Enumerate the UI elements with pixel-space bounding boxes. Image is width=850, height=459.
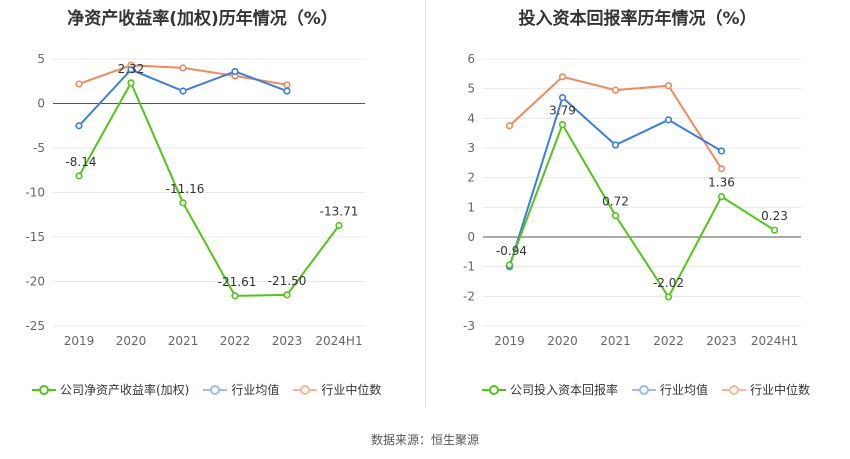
data-label: -8.14 (65, 155, 96, 169)
data-point (558, 93, 567, 102)
y-tick-label: 4 (467, 111, 475, 125)
x-tick-label: 2021 (600, 334, 631, 348)
y-tick-label: -20 (25, 275, 45, 289)
data-point (664, 116, 673, 124)
data-source: 数据来源：恒生聚源 (370, 433, 479, 447)
data-point (283, 81, 291, 89)
data-point (179, 199, 187, 207)
data-label: -0.94 (496, 244, 527, 258)
data-point (611, 212, 620, 220)
data-point (717, 193, 726, 201)
data-point (75, 172, 83, 180)
x-tick-label: 2024H1 (751, 334, 798, 348)
data-point (231, 292, 239, 300)
x-tick-label: 2019 (64, 334, 95, 348)
y-tick-label: 5 (467, 82, 475, 96)
data-point (75, 80, 83, 88)
x-tick-label: 2023 (706, 334, 737, 348)
y-tick-label: -25 (25, 319, 45, 333)
x-tick-label: 2022 (653, 334, 684, 348)
right-legend: 公司投入资本回报率 行业均值 行业中位数 (482, 381, 824, 398)
legend-label-median: 行业中位数 (750, 383, 811, 397)
y-tick-label: 5 (37, 52, 45, 66)
y-tick-label: -1 (463, 260, 475, 274)
data-label: 0.72 (602, 195, 629, 209)
legend-marker-avg (632, 383, 657, 397)
data-point (770, 226, 779, 234)
legend-label-avg: 行业均值 (231, 383, 280, 397)
data-label: -21.61 (218, 275, 257, 289)
data-point (611, 86, 620, 94)
legend-label-company: 公司净资产收益率(加权) (60, 383, 190, 397)
data-label: -21.50 (268, 274, 307, 288)
y-tick-label: 0 (467, 230, 475, 244)
data-point (75, 122, 83, 130)
data-point (505, 122, 514, 130)
legend-item-company[interactable]: 公司净资产收益率(加权) (32, 381, 189, 398)
y-tick-label: 3 (467, 141, 475, 155)
data-point (283, 87, 291, 95)
y-tick-label: -5 (33, 141, 45, 155)
x-tick-label: 2024H1 (315, 334, 362, 348)
y-tick-label: 2 (467, 171, 475, 185)
data-label: -11.16 (166, 182, 205, 196)
legend-label-median: 行业中位数 (321, 383, 382, 397)
panel-divider (425, 0, 426, 408)
legend-item-avg[interactable]: 行业均值 (632, 381, 708, 398)
data-point (558, 120, 567, 129)
x-tick-label: 2019 (494, 334, 525, 348)
legend-marker-company (482, 383, 506, 397)
data-point (505, 261, 514, 269)
data-label: -2.02 (653, 276, 684, 290)
data-point (611, 141, 620, 149)
data-point (664, 82, 673, 90)
y-tick-label: 6 (467, 52, 475, 66)
legend-marker-median (293, 383, 318, 397)
data-point (283, 291, 291, 299)
data-point (179, 64, 187, 72)
legend-label-company: 公司投入资本回报率 (510, 383, 619, 397)
y-tick-label: 0 (37, 97, 45, 111)
x-tick-label: 2023 (272, 334, 303, 348)
data-label: 2.32 (118, 62, 145, 76)
series-line (78, 68, 288, 127)
right-chart-title: 投入资本回报率历年情况（%） (518, 9, 757, 29)
legend-marker-avg (203, 383, 228, 397)
legend-label-avg: 行业均值 (660, 383, 709, 397)
data-point (664, 293, 673, 301)
y-tick-label: -3 (463, 319, 475, 333)
legend-item-company[interactable]: 公司投入资本回报率 (482, 381, 618, 398)
legend-marker-median (722, 383, 747, 397)
data-point (231, 67, 239, 76)
data-label: -13.71 (320, 205, 359, 219)
data-label: 1.36 (708, 176, 735, 190)
x-tick-label: 2020 (116, 334, 147, 348)
y-tick-label: -2 (463, 289, 475, 303)
legend-item-median[interactable]: 行业中位数 (293, 381, 381, 398)
data-point (717, 147, 726, 155)
data-point (717, 165, 726, 173)
data-point (558, 73, 567, 81)
data-point (179, 87, 187, 95)
series-line (508, 122, 776, 299)
data-label: 0.23 (761, 209, 788, 223)
data-point (335, 221, 343, 230)
left-legend: 公司净资产收益率(加权) 行业均值 行业中位数 (32, 381, 395, 398)
x-tick-label: 2022 (220, 334, 251, 348)
y-tick-label: -15 (25, 230, 45, 244)
legend-item-avg[interactable]: 行业均值 (203, 381, 279, 398)
legend-item-median[interactable]: 行业中位数 (722, 381, 810, 398)
y-tick-label: -10 (25, 186, 45, 200)
data-point (127, 79, 135, 87)
left-chart-title: 净资产收益率(加权)历年情况（%） (67, 9, 338, 29)
data-point (127, 66, 135, 74)
x-tick-label: 2021 (168, 334, 199, 348)
data-label: 3.79 (549, 104, 576, 118)
x-tick-label: 2020 (547, 334, 578, 348)
legend-marker-company (32, 383, 56, 397)
y-tick-label: 1 (467, 200, 475, 214)
series-line (78, 80, 340, 297)
